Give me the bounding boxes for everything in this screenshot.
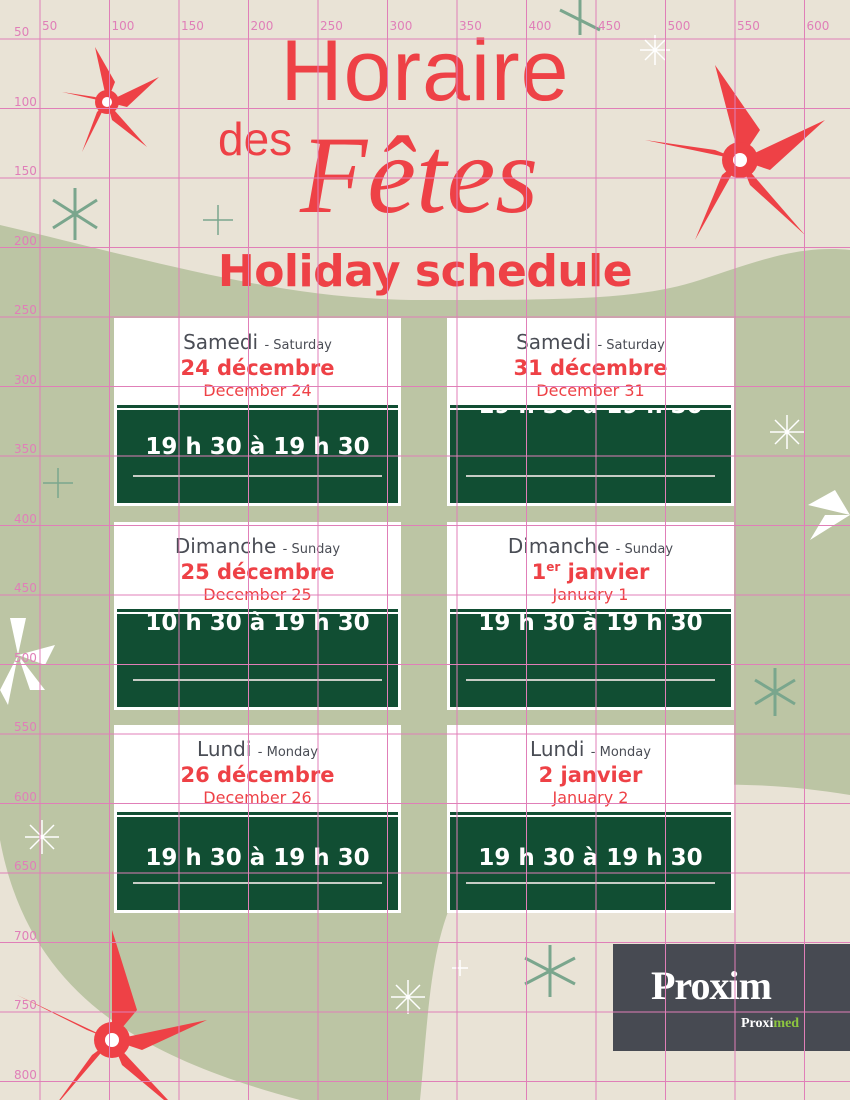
date-en: January 1 <box>552 585 629 604</box>
date-en: December 24 <box>203 381 312 400</box>
date-fr: 26 décembre <box>180 763 335 787</box>
date-fr: 31 décembre <box>513 356 668 380</box>
schedule-card: Samedi - Saturday 24 décembre December 2… <box>114 318 401 506</box>
snowflake-icon <box>43 0 796 997</box>
date-en: January 2 <box>552 788 629 807</box>
day-label: Dimanche - Sunday <box>507 534 674 558</box>
date-en: December 31 <box>536 381 645 400</box>
schedule-card: Lundi - Monday 2 janvier January 2 19 h … <box>447 725 734 913</box>
hours-panel: 10 h 30 à 19 h 30 <box>117 610 398 707</box>
logo-sub: Proximed <box>741 1016 800 1031</box>
ruler-label-left: 450 <box>14 581 37 595</box>
ruler-label-left: 600 <box>14 789 37 804</box>
sparkle-icon <box>25 35 804 1014</box>
divider <box>133 679 382 681</box>
day-label: Dimanche - Sunday <box>174 534 341 558</box>
hours-panel: 19 h 30 à 19 h 30 <box>117 815 398 910</box>
ruler-label-top: 350 <box>459 19 482 33</box>
title-des: des <box>218 113 293 165</box>
date-fr: 25 décembre <box>180 560 335 584</box>
divider <box>466 475 715 477</box>
white-flower-icon <box>0 480 850 705</box>
date-fr: 2 janvier <box>538 763 643 787</box>
hours: 19 h 30 à 19 h 30 <box>478 845 703 871</box>
ruler-label-top: 200 <box>250 19 274 33</box>
ruler-label-left: 100 <box>14 94 37 109</box>
ruler-label-top: 50 <box>42 19 58 33</box>
ruler-label-top: 550 <box>737 19 760 33</box>
date-en: December 26 <box>203 788 312 807</box>
hours-panel: 19 h 30 à 19 h 30 <box>117 408 398 503</box>
ruler-label-left: 250 <box>14 303 37 317</box>
hours-clipped: 19 h 30 à 19 h 30 <box>450 410 731 419</box>
ruler-label-left: 750 <box>14 998 37 1012</box>
schedule-card: Lundi - Monday 26 décembre December 26 1… <box>114 725 401 913</box>
day-label: Samedi - Saturday <box>516 330 665 354</box>
ruler-label-left: 350 <box>14 442 37 456</box>
hours: 19 h 30 à 19 h 30 <box>145 845 370 871</box>
ruler-label-left: 800 <box>14 1067 37 1082</box>
date-fr: 24 décembre <box>180 356 335 380</box>
ruler-label-top: 600 <box>806 19 830 33</box>
hours-panel: 19 h 30 à 19 h 30 <box>450 815 731 910</box>
divider <box>466 679 715 681</box>
ruler-label-left: 400 <box>14 511 37 526</box>
ruler-label-top: 450 <box>598 19 621 33</box>
divider <box>466 882 715 884</box>
day-label: Lundi - Monday <box>197 737 318 761</box>
poinsettia-icon <box>17 47 825 1100</box>
ruler-label-left: 200 <box>14 233 37 248</box>
subtitle-holiday-schedule: Holiday schedule <box>217 246 633 297</box>
ruler-label-left: 300 <box>14 372 37 387</box>
proxim-logo: Proxim Proximed <box>613 944 850 1051</box>
ruler-label-left: 700 <box>14 928 37 943</box>
hours: 19 h 30 à 19 h 30 <box>145 434 370 460</box>
hours-panel: 19 h 30 à 19 h 30 <box>450 610 731 707</box>
ruler-label-top: 400 <box>528 19 552 33</box>
schedule-card: Samedi - Saturday 31 décembre December 3… <box>447 318 734 506</box>
hours: 19 h 30 à 19 h 30 <box>478 610 703 636</box>
schedule-card: Dimanche - Sunday 25 décembre December 2… <box>114 522 401 710</box>
hours: 10 h 30 à 19 h 30 <box>145 610 370 636</box>
ruler-label-left: 50 <box>14 25 30 39</box>
schedule-card: Dimanche - Sunday 1er janvier January 1 … <box>447 522 734 710</box>
day-label: Samedi - Saturday <box>183 330 332 354</box>
ruler-label-top: 100 <box>111 19 135 33</box>
date-fr: 1er janvier <box>531 560 650 584</box>
divider <box>133 475 382 477</box>
divider <box>133 882 382 884</box>
title-horaire: Horaire <box>280 23 570 119</box>
logo-brand: Proxim <box>651 963 772 1008</box>
ruler-label-top: 150 <box>181 19 204 33</box>
ruler-label-top: 300 <box>389 19 413 33</box>
date-en: December 25 <box>203 585 312 604</box>
hours-panel: 19 h 30 à 19 h 30 <box>450 408 731 503</box>
ruler-label-top: 250 <box>320 19 343 33</box>
title-fetes: Fêtes <box>300 114 539 236</box>
ruler-label-left: 150 <box>14 164 37 178</box>
day-label: Lundi - Monday <box>530 737 651 761</box>
ruler-label-top: 500 <box>667 19 691 33</box>
ruler-label-left: 500 <box>14 650 37 665</box>
ruler-label-left: 550 <box>14 720 37 734</box>
ruler-label-left: 650 <box>14 859 37 873</box>
